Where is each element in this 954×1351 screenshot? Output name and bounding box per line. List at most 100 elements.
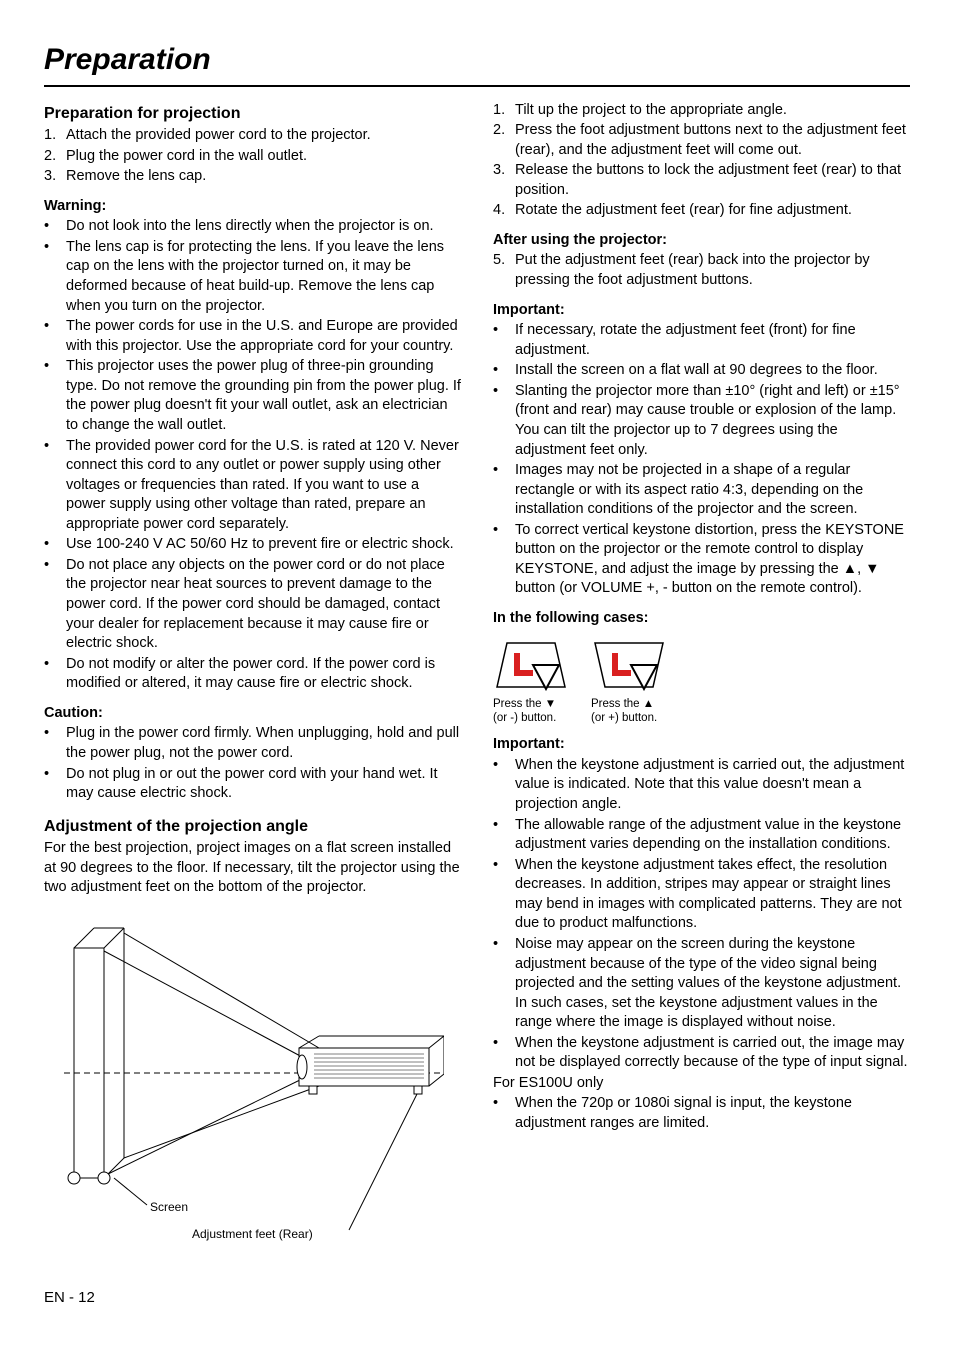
list-item: •Do not plug in or out the power cord wi… [44, 765, 461, 804]
bullet-icon: • [493, 756, 515, 815]
list-item: •This projector uses the power plug of t… [44, 357, 461, 435]
list-text: Noise may appear on the screen during th… [515, 935, 910, 1033]
bullet-icon: • [493, 321, 515, 360]
bullet-icon: • [493, 382, 515, 460]
es100-list: •When the 720p or 1080i signal is input,… [493, 1094, 910, 1133]
list-number: 2. [44, 147, 66, 167]
list-text: The provided power cord for the U.S. is … [66, 437, 461, 535]
bullet-icon: • [493, 461, 515, 520]
list-number: 1. [44, 126, 66, 146]
tilt-steps-list: 1.Tilt up the project to the appropriate… [493, 101, 910, 221]
list-text: Install the screen on a flat wall at 90 … [515, 361, 878, 381]
warning-list: •Do not look into the lens directly when… [44, 217, 461, 694]
list-item: •Do not modify or alter the power cord. … [44, 655, 461, 694]
list-item: 1.Attach the provided power cord to the … [44, 126, 461, 146]
bullet-icon: • [44, 217, 66, 237]
adjust-intro-paragraph: For the best projection, project images … [44, 839, 461, 898]
keystone-trapezoid-down-icon [493, 637, 569, 693]
bullet-icon: • [493, 521, 515, 599]
bullet-icon: • [44, 724, 66, 763]
list-item: 2.Plug the power cord in the wall outlet… [44, 147, 461, 167]
list-item: •The lens cap is for protecting the lens… [44, 238, 461, 316]
bullet-icon: • [493, 1034, 515, 1073]
keystone-case-down: Press the ▼ (or -) button. [493, 637, 573, 726]
list-text: When the keystone adjustment is carried … [515, 756, 910, 815]
list-item: •If necessary, rotate the adjustment fee… [493, 321, 910, 360]
page-title: Preparation [44, 40, 910, 87]
bullet-icon: • [493, 856, 515, 934]
heading-important-1: Important: [493, 301, 910, 321]
projector-angle-diagram: Screen Adjustment feet (Rear) [44, 918, 444, 1248]
list-text: Plug the power cord in the wall outlet. [66, 147, 307, 167]
list-text: Do not plug in or out the power cord wit… [66, 765, 461, 804]
bullet-icon: • [493, 361, 515, 381]
list-number: 5. [493, 251, 515, 290]
caution-list: •Plug in the power cord firmly. When unp… [44, 724, 461, 803]
bullet-icon: • [44, 317, 66, 356]
list-number: 2. [493, 121, 515, 160]
list-item: •Install the screen on a flat wall at 90… [493, 361, 910, 381]
left-column: Preparation for projection 1.Attach the … [44, 101, 461, 1248]
screen-label: Screen [150, 1199, 188, 1215]
list-text: Use 100-240 V AC 50/60 Hz to prevent fir… [66, 535, 454, 555]
list-text: Attach the provided power cord to the pr… [66, 126, 371, 146]
list-text: The power cords for use in the U.S. and … [66, 317, 461, 356]
list-item: •When the 720p or 1080i signal is input,… [493, 1094, 910, 1133]
heading-adjustment-angle: Adjustment of the projection angle [44, 816, 461, 838]
list-number: 3. [493, 161, 515, 200]
list-text: Do not look into the lens directly when … [66, 217, 434, 237]
list-item: •When the keystone adjustment takes effe… [493, 856, 910, 934]
list-number: 4. [493, 201, 515, 221]
keystone-case-up: Press the ▲ (or +) button. [591, 637, 671, 726]
list-text: Tilt up the project to the appropriate a… [515, 101, 787, 121]
bullet-icon: • [44, 238, 66, 316]
list-item: •Do not look into the lens directly when… [44, 217, 461, 237]
bullet-icon: • [44, 655, 66, 694]
page-footer: EN - 12 [44, 1288, 910, 1308]
bullet-icon: • [493, 1094, 515, 1133]
list-text: If necessary, rotate the adjustment feet… [515, 321, 910, 360]
list-text: To correct vertical keystone distortion,… [515, 521, 910, 599]
list-item: •Plug in the power cord firmly. When unp… [44, 724, 461, 763]
preparation-steps-list: 1.Attach the provided power cord to the … [44, 126, 461, 187]
bullet-icon: • [493, 816, 515, 855]
list-item: •Slanting the projector more than ±10° (… [493, 382, 910, 460]
keystone-cases-row: Press the ▼ (or -) button. Press the ▲ (… [493, 637, 910, 726]
heading-preparation-for-projection: Preparation for projection [44, 103, 461, 125]
list-item: 5.Put the adjustment feet (rear) back in… [493, 251, 910, 290]
heading-following-cases: In the following cases: [493, 609, 910, 629]
bullet-icon: • [44, 556, 66, 654]
list-text: Do not place any objects on the power co… [66, 556, 461, 654]
list-text: When the keystone adjustment is carried … [515, 1034, 910, 1073]
list-text: Release the buttons to lock the adjustme… [515, 161, 910, 200]
bullet-icon: • [44, 765, 66, 804]
list-item: 3.Remove the lens cap. [44, 167, 461, 187]
list-item: 3.Release the buttons to lock the adjust… [493, 161, 910, 200]
bullet-icon: • [44, 357, 66, 435]
list-item: •Do not place any objects on the power c… [44, 556, 461, 654]
list-item: •The power cords for use in the U.S. and… [44, 317, 461, 356]
case-up-label: Press the ▲ (or +) button. [591, 697, 671, 726]
list-text: When the keystone adjustment takes effec… [515, 856, 910, 934]
list-item: •When the keystone adjustment is carried… [493, 756, 910, 815]
list-item: •To correct vertical keystone distortion… [493, 521, 910, 599]
list-text: Images may not be projected in a shape o… [515, 461, 910, 520]
list-text: Press the foot adjustment buttons next t… [515, 121, 910, 160]
list-item: 4.Rotate the adjustment feet (rear) for … [493, 201, 910, 221]
list-item: •When the keystone adjustment is carried… [493, 1034, 910, 1073]
after-using-list: 5.Put the adjustment feet (rear) back in… [493, 251, 910, 290]
keystone-trapezoid-up-icon [591, 637, 667, 693]
important-list-2: •When the keystone adjustment is carried… [493, 756, 910, 1073]
list-text: Remove the lens cap. [66, 167, 206, 187]
list-item: •Images may not be projected in a shape … [493, 461, 910, 520]
list-item: 1.Tilt up the project to the appropriate… [493, 101, 910, 121]
list-item: •The allowable range of the adjustment v… [493, 816, 910, 855]
list-number: 1. [493, 101, 515, 121]
list-text: Do not modify or alter the power cord. I… [66, 655, 461, 694]
list-text: The allowable range of the adjustment va… [515, 816, 910, 855]
list-text: Put the adjustment feet (rear) back into… [515, 251, 910, 290]
adjustment-feet-label: Adjustment feet (Rear) [192, 1226, 313, 1242]
heading-after-using: After using the projector: [493, 231, 910, 251]
list-text: Rotate the adjustment feet (rear) for fi… [515, 201, 852, 221]
heading-caution: Caution: [44, 704, 461, 724]
